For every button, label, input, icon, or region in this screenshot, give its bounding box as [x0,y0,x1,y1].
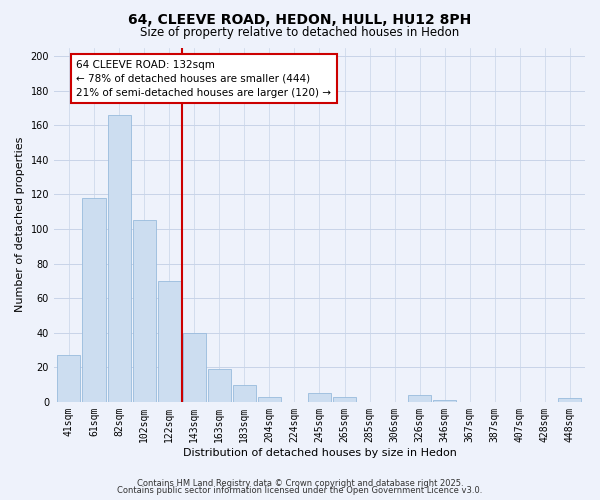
Bar [333,396,356,402]
Bar [58,355,80,402]
Text: 64, CLEEVE ROAD, HEDON, HULL, HU12 8PH: 64, CLEEVE ROAD, HEDON, HULL, HU12 8PH [128,12,472,26]
Bar [82,198,106,402]
Y-axis label: Number of detached properties: Number of detached properties [15,137,25,312]
Text: Contains public sector information licensed under the Open Government Licence v3: Contains public sector information licen… [118,486,482,495]
Text: Size of property relative to detached houses in Hedon: Size of property relative to detached ho… [140,26,460,39]
Bar [308,393,331,402]
Bar [208,369,231,402]
Bar [182,332,206,402]
Text: Contains HM Land Registry data © Crown copyright and database right 2025.: Contains HM Land Registry data © Crown c… [137,478,463,488]
Bar [107,115,131,402]
Bar [433,400,456,402]
Bar [133,220,155,402]
Bar [258,396,281,402]
Bar [559,398,581,402]
Text: 64 CLEEVE ROAD: 132sqm
← 78% of detached houses are smaller (444)
21% of semi-de: 64 CLEEVE ROAD: 132sqm ← 78% of detached… [76,60,331,98]
Bar [233,384,256,402]
X-axis label: Distribution of detached houses by size in Hedon: Distribution of detached houses by size … [182,448,457,458]
Bar [408,395,431,402]
Bar [158,281,181,402]
